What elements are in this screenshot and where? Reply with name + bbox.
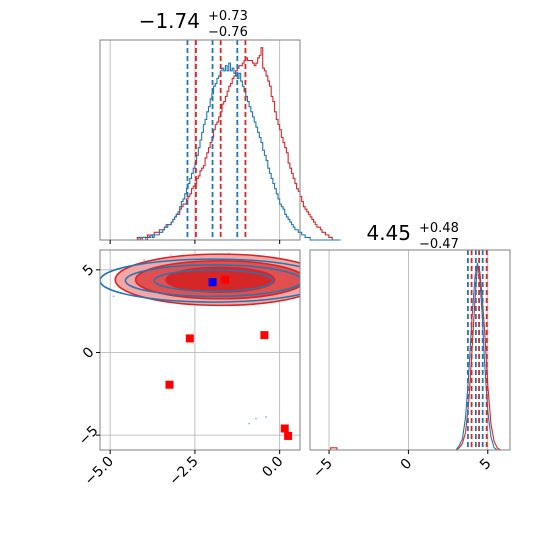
grid (109, 40, 281, 240)
title-plus: +0.48 (419, 221, 459, 236)
axes-frame (309, 249, 511, 451)
marginal-histogram-param2: −5 0 5 4.45 +0.48 −0.47 (309, 221, 511, 481)
x-ticks (109, 240, 281, 244)
histogram-series (310, 262, 510, 451)
scatter-point (255, 417, 257, 420)
x-ticks: −5 0 5 (310, 450, 495, 481)
marker-square (165, 380, 174, 389)
scatter-point (170, 254, 173, 256)
marker-square (221, 275, 230, 284)
y-tick-label: −5 (76, 423, 102, 449)
axes-frame (99, 249, 301, 451)
marker-square (260, 331, 269, 340)
marginal-histogram-param1: −1.74 +0.73 −0.76 (99, 9, 341, 244)
x-ticks: −5.0 −2.5 0.0 (82, 450, 286, 489)
histogram-step (100, 47, 334, 241)
title-minus: −0.47 (419, 237, 459, 252)
quantile-lines (186, 40, 247, 240)
title-plus: +0.73 (208, 9, 248, 24)
histogram-step (310, 265, 510, 451)
x-tick-label: −5.0 (82, 454, 117, 489)
axes-frame (99, 39, 301, 241)
scatter-point (112, 295, 115, 298)
scatter-point (248, 422, 251, 425)
title-median: 4.45 (366, 221, 411, 245)
marker-square (208, 278, 217, 287)
x-tick-label: 5 (477, 456, 495, 474)
y-tick-label: 0 (80, 344, 98, 362)
title-median: −1.74 (139, 9, 200, 33)
red-contour (165, 266, 276, 293)
title-minus: −0.76 (208, 25, 248, 40)
grid (328, 250, 489, 450)
scatter-point (265, 416, 268, 418)
quantile-lines (467, 250, 488, 450)
histogram-step (100, 62, 341, 241)
y-tick-label: 5 (80, 262, 98, 280)
blue-contour (153, 269, 274, 293)
blue-contour (124, 264, 300, 298)
panel-title: 4.45 +0.48 −0.47 (366, 221, 458, 252)
x-tick-label: −2.5 (166, 454, 201, 489)
marker-square (185, 334, 194, 343)
x-tick-label: −5 (310, 456, 336, 482)
truth-markers (165, 275, 293, 440)
y-ticks: −5 0 5 (76, 262, 102, 449)
scatter-point (143, 259, 145, 261)
x-tick-label: 0 (398, 456, 416, 474)
marker-square (280, 424, 289, 433)
panel-title: −1.74 +0.73 −0.76 (139, 9, 248, 40)
marker-square (284, 431, 293, 440)
histogram-step (310, 262, 510, 451)
histogram-series (100, 47, 341, 241)
joint-contour-plot: −5.0 −2.5 0.0 −5 0 5 (76, 249, 301, 489)
x-tick-label: 0.0 (259, 454, 286, 481)
